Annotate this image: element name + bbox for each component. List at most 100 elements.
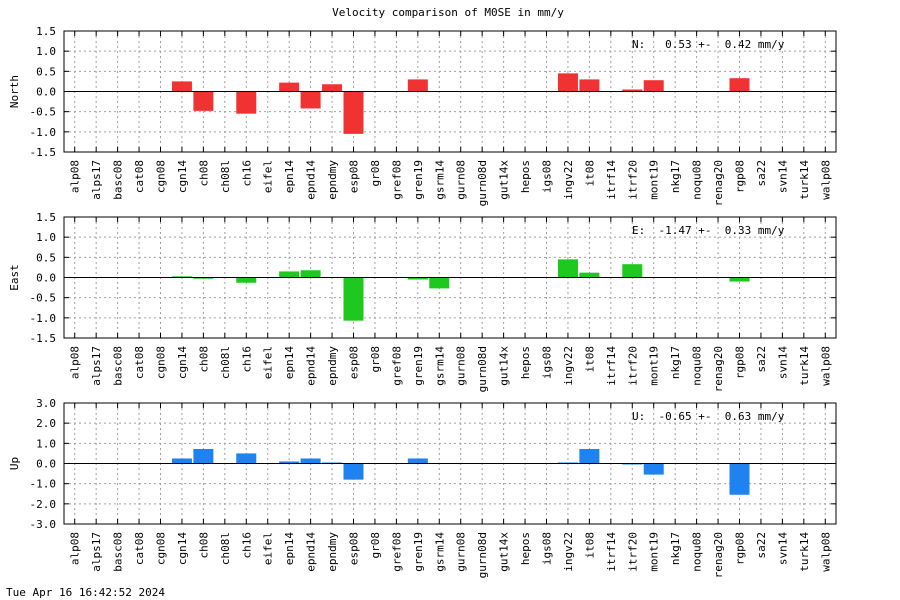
x-tick-label: svn14 bbox=[776, 346, 789, 379]
bar-epn14 bbox=[279, 461, 300, 464]
x-tick-label: turk14 bbox=[798, 160, 811, 200]
x-tick-label: epnd14 bbox=[305, 532, 318, 572]
bar-epnd14 bbox=[300, 458, 321, 464]
x-tick-label: ch16 bbox=[240, 532, 253, 559]
bar-ch08 bbox=[193, 277, 214, 279]
y-tick-label: -1.0 bbox=[30, 312, 57, 325]
y-tick-label: 1.5 bbox=[36, 211, 56, 224]
y-tick-label: 1.0 bbox=[36, 45, 56, 58]
x-tick-label: alps17 bbox=[90, 346, 103, 386]
x-tick-label: epndmy bbox=[326, 160, 339, 200]
bar-cgn14 bbox=[171, 276, 192, 278]
x-tick-label: gurn08 bbox=[455, 160, 468, 200]
bar-ch16 bbox=[236, 453, 257, 464]
y-tick-label: 1.0 bbox=[36, 231, 56, 244]
x-tick-label: gr08 bbox=[369, 346, 382, 373]
panel-up: 3.0 2.0 1.0 0.0 -1.0 -2.0 -3.0 alp08 alps17 basc0… bbox=[8, 397, 837, 578]
x-tick-label: basc08 bbox=[112, 346, 125, 386]
bar-rgp08 bbox=[729, 463, 750, 495]
x-tick-label: gref08 bbox=[390, 160, 403, 200]
x-tick-label: noqu08 bbox=[691, 532, 704, 572]
bar-itrf20 bbox=[622, 89, 643, 92]
x-tick-label: nkg17 bbox=[669, 160, 682, 193]
x-tick-label: gurn08 bbox=[455, 532, 468, 572]
x-tick-label: ch08l bbox=[219, 346, 232, 379]
x-tick-label: ingv22 bbox=[562, 532, 575, 572]
bar-esp08 bbox=[343, 463, 364, 480]
y-tick-label: 3.0 bbox=[36, 397, 56, 410]
x-tick-label: cgn08 bbox=[155, 346, 168, 379]
x-tick-label: epndmy bbox=[326, 346, 339, 386]
bar-it08 bbox=[579, 448, 600, 464]
bar-mont19 bbox=[643, 80, 664, 92]
x-tick-label: basc08 bbox=[112, 160, 125, 200]
x-tick-label: gurn08d bbox=[476, 532, 489, 578]
x-tick-label: noqu08 bbox=[691, 346, 704, 386]
y-tick-label: 0.0 bbox=[36, 458, 56, 471]
x-tick-label: cat08 bbox=[133, 160, 146, 193]
x-tick-label: hepos bbox=[519, 346, 532, 379]
panel-east: 1.5 1.0 0.5 0.0 -0.5 -1.0 -1.5 alp08 alps17 basc0… bbox=[8, 211, 837, 392]
y-tick-label: 0.0 bbox=[36, 272, 56, 285]
bar-ingv22 bbox=[557, 73, 578, 92]
x-tick-label: alp08 bbox=[69, 346, 82, 379]
y-tick-label: -3.0 bbox=[30, 518, 57, 531]
x-tick-label: epnd14 bbox=[305, 346, 318, 386]
bar-it08 bbox=[579, 79, 600, 92]
x-tick-label: gref08 bbox=[390, 532, 403, 572]
x-tick-label: gut14x bbox=[498, 346, 511, 386]
x-tick-label: epndmy bbox=[326, 532, 339, 572]
x-tick-label: gurn08d bbox=[476, 160, 489, 206]
bar-mont19 bbox=[643, 463, 664, 475]
x-tick-label: sa22 bbox=[755, 346, 768, 373]
bar-epnd14 bbox=[300, 91, 321, 109]
x-tick-label: epn14 bbox=[283, 346, 296, 379]
x-tick-label: igs08 bbox=[541, 160, 554, 193]
bar-cgn14 bbox=[171, 458, 192, 464]
x-tick-label: nkg17 bbox=[669, 346, 682, 379]
bar-gren19 bbox=[407, 458, 428, 464]
x-tick-label: itrf14 bbox=[605, 346, 618, 386]
y-tick-label: 1.0 bbox=[36, 437, 56, 450]
bar-ch16 bbox=[236, 91, 257, 114]
x-tick-label: gut14x bbox=[498, 532, 511, 572]
velocity-annotation: N: 0.53 +- 0.42 mm/y bbox=[632, 38, 785, 51]
bar-ingv22 bbox=[557, 462, 578, 464]
x-tick-label: walp08 bbox=[819, 160, 832, 200]
x-tick-label: hepos bbox=[519, 532, 532, 565]
x-tick-label: itrf20 bbox=[626, 346, 639, 386]
x-tick-label: alps17 bbox=[90, 160, 103, 200]
x-tick-label: cat08 bbox=[133, 532, 146, 565]
x-tick-label: igs08 bbox=[541, 346, 554, 379]
x-tick-label: rgp08 bbox=[734, 532, 747, 565]
x-tick-label: nkg17 bbox=[669, 532, 682, 565]
x-tick-label: esp08 bbox=[348, 532, 361, 565]
plot-frame bbox=[63, 402, 837, 525]
x-tick-label: gren19 bbox=[412, 346, 425, 386]
x-tick-label: ch16 bbox=[240, 160, 253, 187]
x-tick-label: walp08 bbox=[819, 532, 832, 572]
chart-title: Velocity comparison of M0SE in mm/y bbox=[332, 6, 564, 19]
x-tick-label: cgn08 bbox=[155, 160, 168, 193]
x-tick-label: eifel bbox=[262, 346, 275, 379]
x-tick-label: rgp08 bbox=[734, 346, 747, 379]
x-tick-label: cgn08 bbox=[155, 532, 168, 565]
x-tick-label: itrf14 bbox=[605, 160, 618, 200]
bar-epn14 bbox=[279, 271, 300, 278]
x-tick-label: gren19 bbox=[412, 532, 425, 572]
x-tick-label: gref08 bbox=[390, 346, 403, 386]
x-tick-label: ingv22 bbox=[562, 160, 575, 200]
bar-ch08 bbox=[193, 448, 214, 464]
x-tick-label: gsrm14 bbox=[433, 160, 446, 200]
y-tick-label: 0.0 bbox=[36, 86, 56, 99]
x-tick-label: epn14 bbox=[283, 532, 296, 565]
bar-it08 bbox=[579, 272, 600, 278]
y-axis-label: East bbox=[8, 264, 21, 291]
y-tick-label: -1.5 bbox=[30, 332, 57, 345]
velocity-annotation: E: -1.47 +- 0.33 mm/y bbox=[632, 224, 785, 237]
panel-north: 1.5 1.0 0.5 0.0 -0.5 -1.0 -1.5 alp08 alps17 basc0… bbox=[8, 25, 837, 206]
x-tick-label: walp08 bbox=[819, 346, 832, 386]
y-axis-label: North bbox=[8, 75, 21, 108]
x-tick-label: hepos bbox=[519, 160, 532, 193]
x-tick-label: cgn14 bbox=[176, 160, 189, 193]
